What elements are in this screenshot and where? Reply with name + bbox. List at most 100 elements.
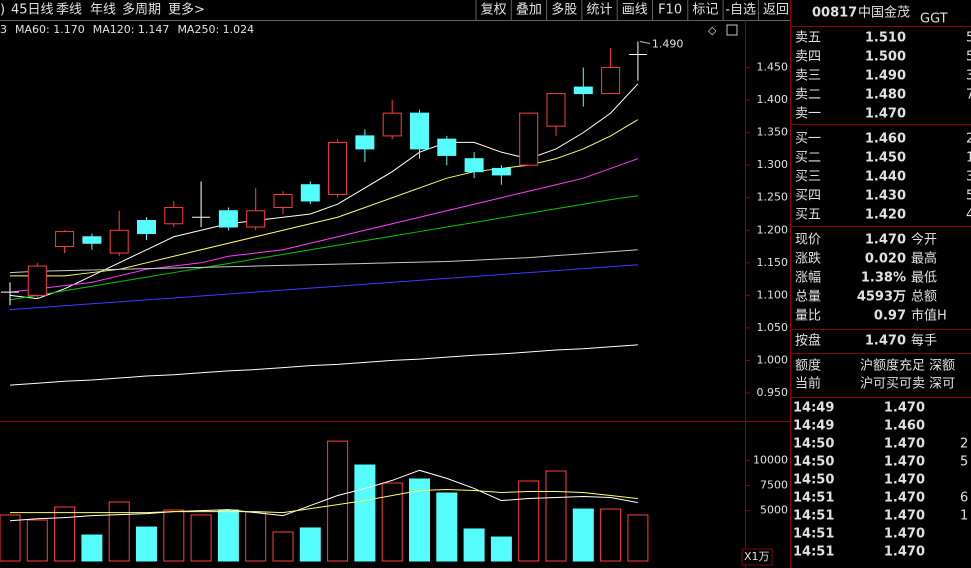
tick-time: 14:51 — [793, 491, 834, 506]
book-qty: 7 — [966, 88, 971, 103]
volume-bar — [600, 508, 622, 562]
legend-entry: 3 — [0, 23, 7, 36]
unit-box — [741, 548, 773, 566]
toolbar-item[interactable]: 统计 — [586, 3, 612, 18]
y-tick-label: 1.050 — [757, 321, 789, 334]
toolbar-item[interactable]: 多周期 — [122, 2, 161, 18]
max-label: 1.490 — [652, 38, 684, 51]
volume-bar — [436, 492, 458, 562]
stat-value: 1.38% — [861, 271, 906, 286]
stock-name: 中国金茂 — [858, 5, 910, 21]
candle-body — [273, 193, 293, 208]
ma-line — [9, 344, 638, 386]
candle-body — [27, 265, 47, 296]
stock-tag: GGT — [920, 12, 948, 27]
legend-entry: MA250: 1.024 — [177, 23, 254, 36]
tick-time: 14:51 — [793, 509, 834, 524]
volume-bar — [490, 536, 512, 562]
book-price: 1.500 — [865, 50, 906, 65]
tick-time: 14:51 — [793, 545, 834, 560]
book-qty: 4 — [966, 208, 971, 223]
tick-qty: 1 — [960, 509, 968, 524]
tick-price: 1.470 — [884, 509, 925, 524]
ma-line — [9, 195, 638, 301]
stat-label: 总额 — [911, 290, 937, 305]
toolbar-item[interactable]: 叠加 — [516, 3, 542, 18]
book-price: 1.450 — [865, 151, 906, 166]
candle-body — [137, 220, 156, 235]
toolbar-item[interactable]: 复权 — [481, 2, 507, 18]
volume-bar — [54, 506, 76, 562]
book-qty: 5 — [966, 50, 971, 65]
book-price: 1.440 — [865, 170, 906, 185]
stat-label: 涨幅 — [795, 271, 821, 286]
tick-time: 14:50 — [793, 455, 834, 470]
tick-qty: 5 — [960, 455, 968, 470]
y-tick-label: 1.250 — [757, 191, 789, 204]
candle-body — [491, 167, 511, 176]
volume-bar — [217, 509, 239, 562]
stat-label: 今开 — [911, 232, 937, 248]
candle-body — [355, 135, 375, 150]
y-tick-label: 1.100 — [757, 288, 789, 301]
legend-entry: MA120: 1.147 — [93, 23, 170, 36]
icon-box[interactable] — [726, 24, 738, 36]
toolbar-item[interactable]: 多股 — [551, 2, 577, 18]
y-tick-label: 1.000 — [757, 353, 789, 366]
tick-qty: 2 — [960, 437, 968, 452]
quota-value: 沪额度充足 深额 — [860, 358, 955, 374]
toolbar-item[interactable]: 季线 — [56, 3, 82, 18]
candle-body — [410, 112, 429, 150]
book-label: 买三 — [795, 170, 821, 185]
stat-label: 最低 — [911, 271, 937, 286]
volume-bar — [108, 501, 130, 562]
toolbar-item[interactable]: 45日线 — [11, 3, 54, 18]
candle-body — [246, 210, 266, 228]
candle-body — [300, 184, 320, 202]
book-label: 卖一 — [795, 107, 821, 122]
icon-diamond[interactable]: ◇ — [708, 24, 717, 37]
volume-bar — [463, 528, 485, 562]
book-qty: 5 — [966, 31, 971, 46]
candle-body — [382, 112, 402, 137]
toolbar-item[interactable]: 年线 — [90, 3, 116, 18]
candle-body — [218, 210, 238, 228]
toolbar-item[interactable]: F10 — [658, 3, 682, 18]
volume-bar — [245, 511, 267, 562]
toolbar-item[interactable]: 标记 — [692, 3, 718, 18]
tick-price: 1.470 — [884, 455, 925, 470]
volume-bar — [627, 514, 649, 562]
candle-body — [55, 231, 75, 248]
stat-label: 量比 — [795, 309, 821, 324]
stat-value: 4593万 — [857, 290, 906, 305]
y-tick-label: 10000 — [753, 453, 788, 466]
volume-bar — [190, 514, 212, 562]
candle-body — [546, 93, 566, 127]
book-label: 卖二 — [795, 88, 821, 103]
candle-body — [109, 229, 129, 254]
book-label: 买五 — [795, 208, 821, 223]
toolbar-item[interactable]: -自选 — [725, 3, 756, 18]
volume-bar — [163, 509, 185, 562]
volume-ma-line — [9, 469, 638, 522]
tick-time: 14:50 — [793, 473, 834, 488]
candle-body — [519, 112, 539, 166]
volume-bar — [518, 480, 540, 562]
legend-entry: MA60: 1.170 — [15, 23, 85, 36]
volume-ma-line — [10, 488, 638, 514]
toolbar-item[interactable]: ) — [0, 3, 5, 18]
tick-price: 1.460 — [884, 419, 925, 434]
toolbar-item[interactable]: 更多> — [168, 2, 205, 18]
ma-line — [9, 264, 638, 311]
toolbar-item[interactable]: 画线 — [622, 3, 648, 18]
book-price: 1.430 — [865, 189, 906, 204]
book-qty: 2 — [966, 132, 971, 147]
volume-bar — [354, 464, 376, 562]
toolbar-item[interactable]: 返回 — [763, 3, 789, 18]
book-price: 1.470 — [865, 107, 906, 122]
book-price: 1.480 — [865, 88, 906, 103]
book-label: 卖四 — [795, 50, 821, 65]
